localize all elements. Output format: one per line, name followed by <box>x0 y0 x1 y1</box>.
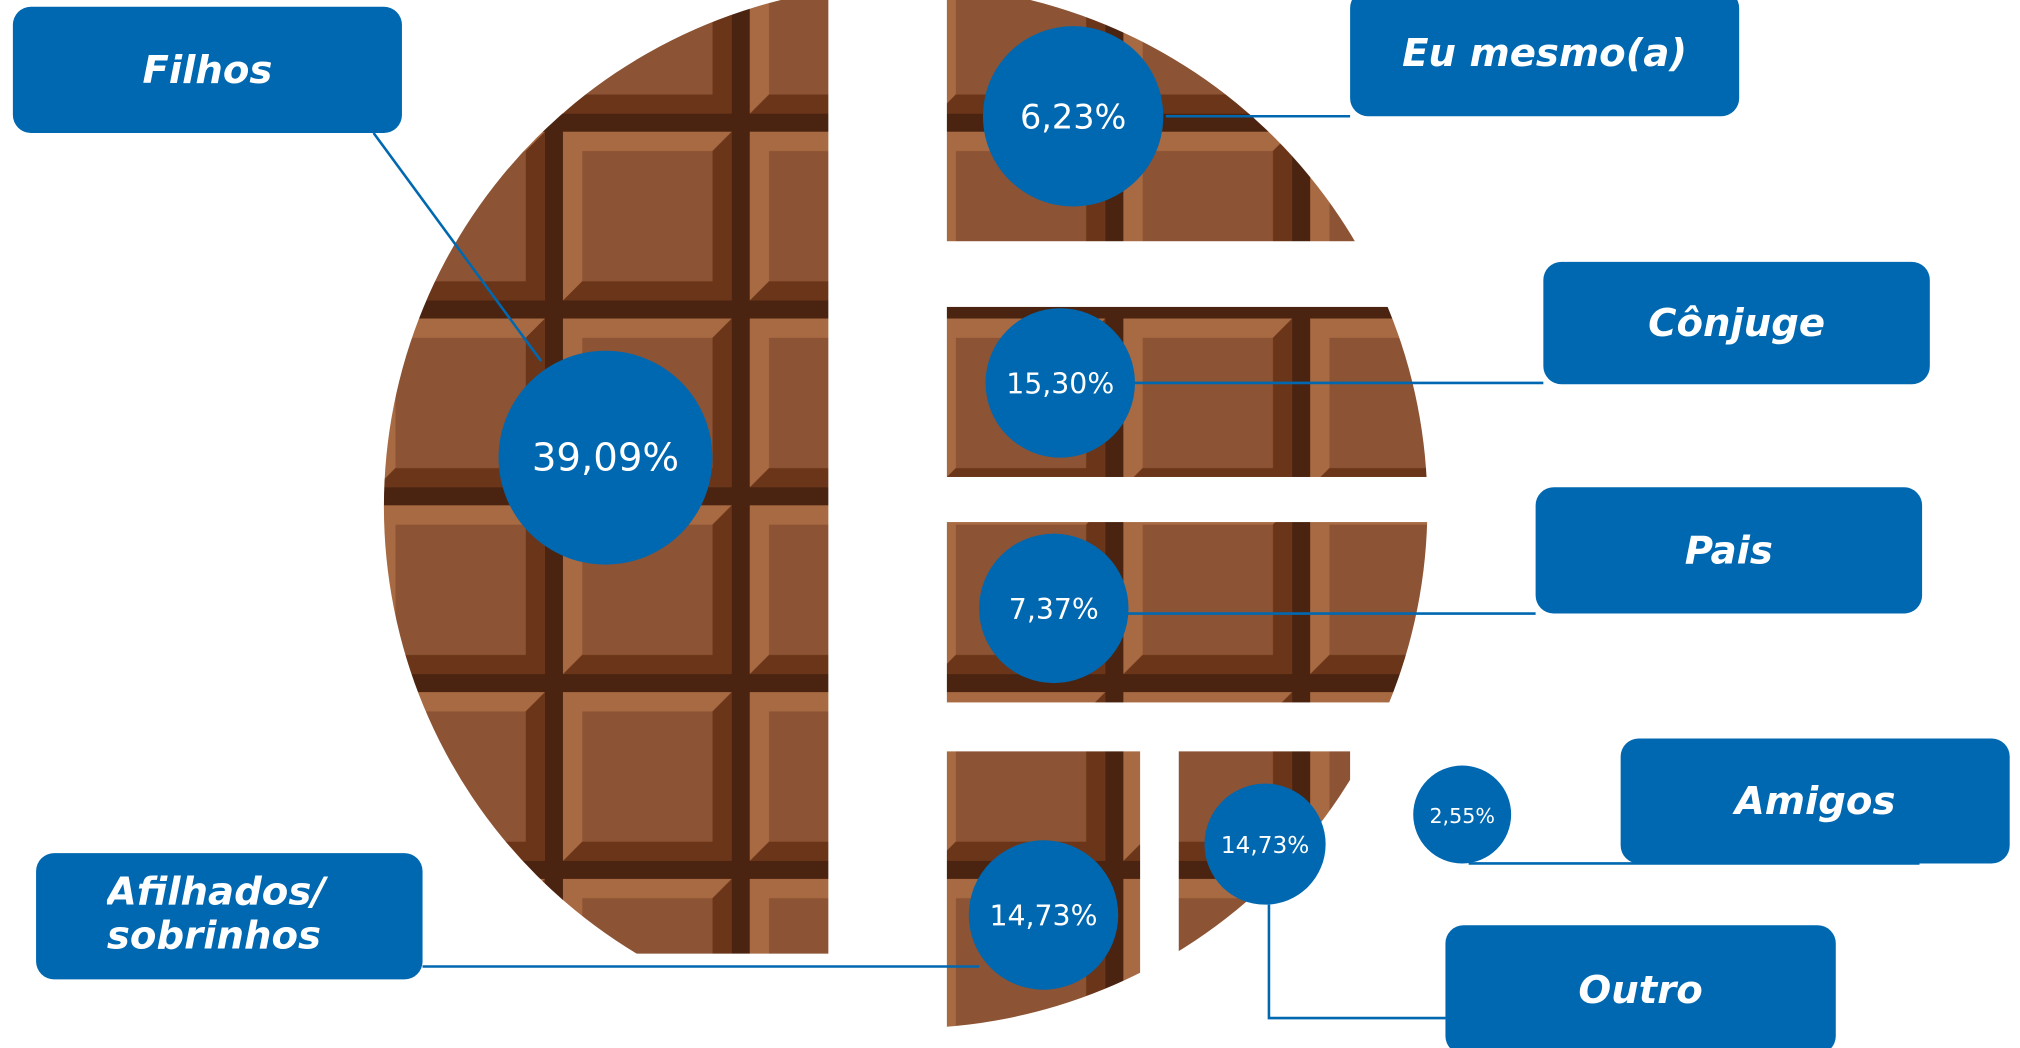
value-bubble <box>982 26 1164 207</box>
category-label: Afilhados/ sobrinhos <box>106 871 326 959</box>
label-box <box>1445 925 1836 1048</box>
category-label: Cônjuge <box>1648 301 1825 346</box>
category-label: Outro <box>1578 968 1702 1013</box>
value-bubble <box>968 840 1119 990</box>
value-label: 39,09% <box>532 436 679 481</box>
category-label: Filhos <box>142 48 272 93</box>
value-label: 2,55% <box>1429 804 1494 828</box>
labels: Filhos 39,09% Eu mesmo(a) 6,23% Cônjuge 15,30… <box>12 0 2010 1048</box>
value-label: 6,23% <box>1020 97 1126 136</box>
label-box <box>12 6 402 134</box>
value-bubble <box>1204 783 1326 905</box>
leader-line <box>372 132 543 362</box>
value-bubble <box>498 350 713 565</box>
value-bubble <box>1413 765 1512 864</box>
category-label: Pais <box>1685 528 1773 573</box>
value-label: 7,37% <box>1009 593 1099 626</box>
label-box <box>1543 261 1930 385</box>
label-box <box>36 853 423 980</box>
label-box <box>1350 0 1740 117</box>
leader-line <box>1267 904 1446 1020</box>
category-label-wrap: Afilhados/ sobrinhos <box>106 871 326 959</box>
value-bubble <box>979 533 1129 684</box>
value-label: 14,73% <box>989 900 1097 933</box>
category-label: Amigos <box>1732 779 1896 824</box>
label-box <box>1620 738 2010 864</box>
category-label: Eu mesmo(a) <box>1402 31 1687 76</box>
value-bubble <box>985 308 1135 458</box>
value-label: 15,30% <box>1006 368 1114 401</box>
value-label: 14,73% <box>1221 832 1309 859</box>
label-box <box>1535 487 1923 614</box>
